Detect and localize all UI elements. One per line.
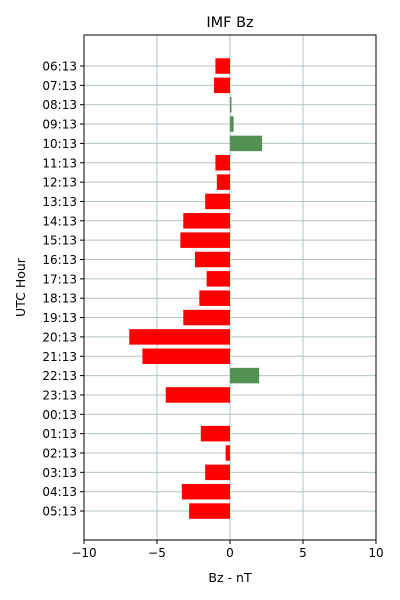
bar xyxy=(230,96,232,113)
bar xyxy=(180,232,230,248)
x-tick-label: 5 xyxy=(299,546,307,560)
y-tick-label: 13:13 xyxy=(42,195,77,209)
chart-title: IMF Bz xyxy=(206,15,253,31)
y-tick-label: 12:13 xyxy=(42,176,77,190)
y-tick-label: 11:13 xyxy=(42,156,77,170)
bar xyxy=(183,213,230,229)
y-tick-label: 18:13 xyxy=(42,292,77,306)
y-tick-label: 20:13 xyxy=(42,330,77,344)
x-axis-ticks: −10 −5 0 5 10 xyxy=(71,540,384,560)
bar xyxy=(200,425,230,442)
bar xyxy=(183,309,230,326)
x-axis-label: Bz - nT xyxy=(208,570,252,585)
y-tick-label: 21:13 xyxy=(42,350,77,364)
y-tick-label: 04:13 xyxy=(42,485,77,499)
y-tick-label: 22:13 xyxy=(42,369,77,383)
x-tick-label: −10 xyxy=(71,546,96,560)
bar xyxy=(215,58,230,74)
bar xyxy=(205,193,230,210)
bar xyxy=(206,271,230,287)
bars-layer xyxy=(129,58,263,519)
bar xyxy=(213,77,230,94)
y-tick-label: 07:13 xyxy=(42,79,77,93)
bar xyxy=(215,155,230,171)
y-tick-label: 06:13 xyxy=(42,60,77,74)
y-tick-label: 14:13 xyxy=(42,214,77,228)
y-tick-label: 02:13 xyxy=(42,447,77,461)
y-tick-label: 08:13 xyxy=(42,98,77,112)
y-tick-label: 19:13 xyxy=(42,311,77,325)
bar xyxy=(165,387,230,403)
y-tick-label: 03:13 xyxy=(42,466,77,480)
bar xyxy=(216,174,230,190)
y-tick-label: 09:13 xyxy=(42,118,77,132)
bar xyxy=(142,348,230,364)
y-axis-ticks: 06:13 07:13 08:13 09:13 10:13 11:13 12:13 13:13… xyxy=(42,60,84,519)
y-tick-label: 05:13 xyxy=(42,505,77,519)
x-tick-label: −5 xyxy=(148,546,166,560)
y-tick-label: 10:13 xyxy=(42,137,77,151)
bar xyxy=(230,367,260,384)
bar xyxy=(230,116,234,132)
y-tick-label: 17:13 xyxy=(42,272,77,286)
x-tick-label: 0 xyxy=(226,546,234,560)
bar xyxy=(129,329,230,345)
y-tick-label: 01:13 xyxy=(42,427,77,441)
y-tick-label: 15:13 xyxy=(42,234,77,248)
x-tick-label: 10 xyxy=(368,546,383,560)
bar xyxy=(205,464,230,481)
plot-frame xyxy=(83,34,377,541)
y-tick-label: 23:13 xyxy=(42,388,77,402)
y-tick-label: 16:13 xyxy=(42,253,77,267)
bar xyxy=(225,445,230,461)
bar xyxy=(189,503,230,519)
bar xyxy=(194,251,230,268)
bar xyxy=(199,290,230,306)
bar xyxy=(230,135,263,152)
y-axis-label: UTC Hour xyxy=(13,257,28,317)
bar xyxy=(181,483,230,500)
y-tick-label: 00:13 xyxy=(42,408,77,422)
